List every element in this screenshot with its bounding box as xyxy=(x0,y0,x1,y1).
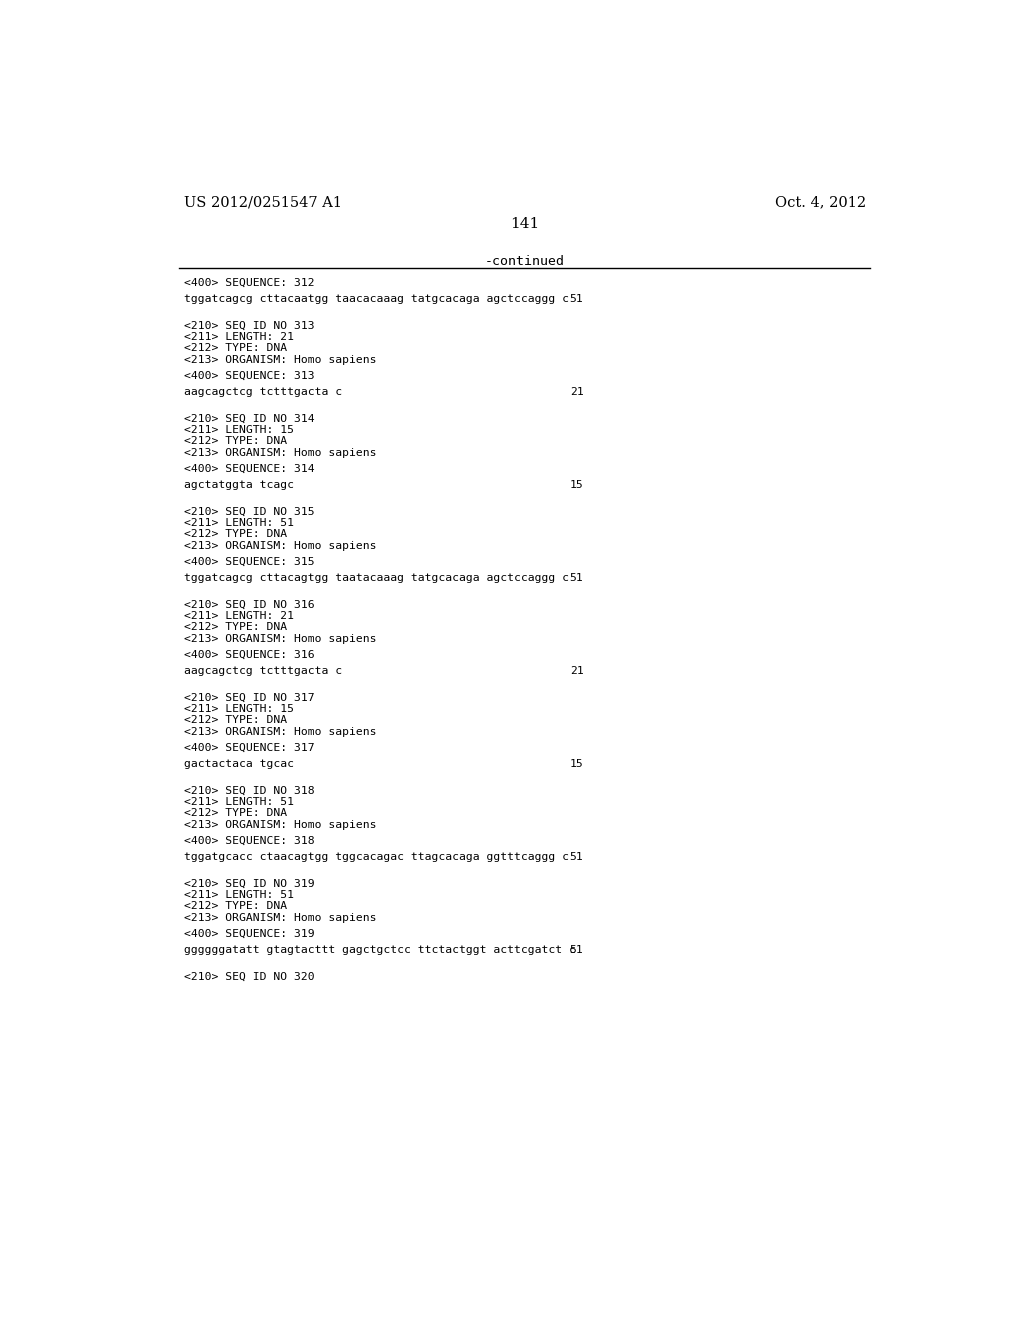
Text: aagcagctcg tctttgacta c: aagcagctcg tctttgacta c xyxy=(183,387,342,397)
Text: <400> SEQUENCE: 318: <400> SEQUENCE: 318 xyxy=(183,836,314,846)
Text: Oct. 4, 2012: Oct. 4, 2012 xyxy=(775,195,866,210)
Text: <400> SEQUENCE: 316: <400> SEQUENCE: 316 xyxy=(183,649,314,660)
Text: 15: 15 xyxy=(569,479,584,490)
Text: <212> TYPE: DNA: <212> TYPE: DNA xyxy=(183,715,287,726)
Text: 15: 15 xyxy=(569,759,584,768)
Text: <212> TYPE: DNA: <212> TYPE: DNA xyxy=(183,623,287,632)
Text: <212> TYPE: DNA: <212> TYPE: DNA xyxy=(183,902,287,911)
Text: <213> ORGANISM: Homo sapiens: <213> ORGANISM: Homo sapiens xyxy=(183,447,376,458)
Text: 51: 51 xyxy=(569,851,584,862)
Text: <400> SEQUENCE: 314: <400> SEQUENCE: 314 xyxy=(183,463,314,474)
Text: <400> SEQUENCE: 313: <400> SEQUENCE: 313 xyxy=(183,371,314,380)
Text: 51: 51 xyxy=(569,573,584,583)
Text: agctatggta tcagc: agctatggta tcagc xyxy=(183,479,294,490)
Text: <212> TYPE: DNA: <212> TYPE: DNA xyxy=(183,529,287,540)
Text: <211> LENGTH: 21: <211> LENGTH: 21 xyxy=(183,611,294,620)
Text: <210> SEQ ID NO 316: <210> SEQ ID NO 316 xyxy=(183,599,314,610)
Text: <400> SEQUENCE: 317: <400> SEQUENCE: 317 xyxy=(183,743,314,752)
Text: 21: 21 xyxy=(569,387,584,397)
Text: <210> SEQ ID NO 317: <210> SEQ ID NO 317 xyxy=(183,693,314,702)
Text: <400> SEQUENCE: 319: <400> SEQUENCE: 319 xyxy=(183,929,314,939)
Text: US 2012/0251547 A1: US 2012/0251547 A1 xyxy=(183,195,342,210)
Text: <213> ORGANISM: Homo sapiens: <213> ORGANISM: Homo sapiens xyxy=(183,727,376,737)
Text: <210> SEQ ID NO 320: <210> SEQ ID NO 320 xyxy=(183,972,314,982)
Text: 51: 51 xyxy=(569,294,584,304)
Text: <400> SEQUENCE: 312: <400> SEQUENCE: 312 xyxy=(183,277,314,288)
Text: <212> TYPE: DNA: <212> TYPE: DNA xyxy=(183,343,287,354)
Text: <211> LENGTH: 51: <211> LENGTH: 51 xyxy=(183,797,294,807)
Text: <213> ORGANISM: Homo sapiens: <213> ORGANISM: Homo sapiens xyxy=(183,541,376,550)
Text: tggatgcacc ctaacagtgg tggcacagac ttagcacaga ggtttcaggg c: tggatgcacc ctaacagtgg tggcacagac ttagcac… xyxy=(183,851,568,862)
Text: <213> ORGANISM: Homo sapiens: <213> ORGANISM: Homo sapiens xyxy=(183,634,376,644)
Text: <210> SEQ ID NO 313: <210> SEQ ID NO 313 xyxy=(183,321,314,330)
Text: <212> TYPE: DNA: <212> TYPE: DNA xyxy=(183,808,287,818)
Text: <211> LENGTH: 21: <211> LENGTH: 21 xyxy=(183,331,294,342)
Text: 141: 141 xyxy=(510,216,540,231)
Text: tggatcagcg cttacagtgg taatacaaag tatgcacaga agctccaggg c: tggatcagcg cttacagtgg taatacaaag tatgcac… xyxy=(183,573,568,583)
Text: <213> ORGANISM: Homo sapiens: <213> ORGANISM: Homo sapiens xyxy=(183,820,376,830)
Text: <400> SEQUENCE: 315: <400> SEQUENCE: 315 xyxy=(183,557,314,566)
Text: <212> TYPE: DNA: <212> TYPE: DNA xyxy=(183,437,287,446)
Text: <211> LENGTH: 15: <211> LENGTH: 15 xyxy=(183,704,294,714)
Text: <210> SEQ ID NO 315: <210> SEQ ID NO 315 xyxy=(183,507,314,516)
Text: <210> SEQ ID NO 318: <210> SEQ ID NO 318 xyxy=(183,785,314,796)
Text: <210> SEQ ID NO 314: <210> SEQ ID NO 314 xyxy=(183,413,314,424)
Text: aagcagctcg tctttgacta c: aagcagctcg tctttgacta c xyxy=(183,665,342,676)
Text: <210> SEQ ID NO 319: <210> SEQ ID NO 319 xyxy=(183,879,314,888)
Text: gactactaca tgcac: gactactaca tgcac xyxy=(183,759,294,768)
Text: <213> ORGANISM: Homo sapiens: <213> ORGANISM: Homo sapiens xyxy=(183,355,376,364)
Text: <211> LENGTH: 51: <211> LENGTH: 51 xyxy=(183,890,294,900)
Text: tggatcagcg cttacaatgg taacacaaag tatgcacaga agctccaggg c: tggatcagcg cttacaatgg taacacaaag tatgcac… xyxy=(183,294,568,304)
Text: <211> LENGTH: 15: <211> LENGTH: 15 xyxy=(183,425,294,436)
Text: <213> ORGANISM: Homo sapiens: <213> ORGANISM: Homo sapiens xyxy=(183,913,376,923)
Text: -continued: -continued xyxy=(484,256,565,268)
Text: <211> LENGTH: 51: <211> LENGTH: 51 xyxy=(183,517,294,528)
Text: 21: 21 xyxy=(569,665,584,676)
Text: ggggggatatt gtagtacttt gagctgctcc ttctactggt acttcgatct c: ggggggatatt gtagtacttt gagctgctcc ttctac… xyxy=(183,945,575,954)
Text: 51: 51 xyxy=(569,945,584,954)
